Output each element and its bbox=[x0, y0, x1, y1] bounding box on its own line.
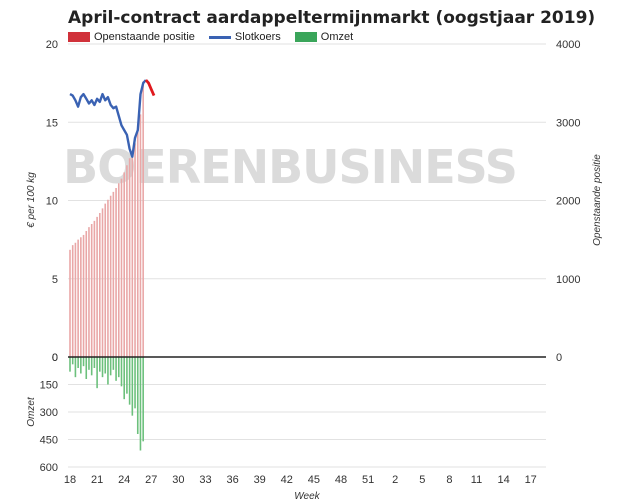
y-lower-tick-label: 450 bbox=[40, 435, 58, 447]
y-right-tick-label: 2000 bbox=[556, 196, 580, 208]
x-axis-title: Week bbox=[294, 491, 320, 501]
y-left-tick-label: 10 bbox=[46, 196, 58, 208]
watermark: BOERENBUSINESS bbox=[63, 140, 517, 194]
x-tick-label: 39 bbox=[254, 474, 266, 486]
y-right-tick-label: 4000 bbox=[556, 39, 580, 51]
x-tick-label: 21 bbox=[91, 474, 103, 486]
grid bbox=[68, 43, 546, 468]
x-tick-label: 14 bbox=[497, 474, 509, 486]
y-left-tick-label: 20 bbox=[46, 39, 58, 51]
y-lower-axis-title: Omzet bbox=[26, 396, 37, 427]
chart-title: April-contract aardappeltermijnmarkt (oo… bbox=[68, 8, 596, 28]
y-left-axis-title: € per 100 kg bbox=[26, 172, 37, 228]
y-right-tick-label: 3000 bbox=[556, 117, 580, 129]
legend-label-open-interest: Openstaande positie bbox=[94, 31, 195, 43]
x-tick-label: 42 bbox=[281, 474, 293, 486]
x-tick-label: 36 bbox=[226, 474, 238, 486]
x-tick-label: 18 bbox=[64, 474, 76, 486]
y-lower-tick-label: 0 bbox=[52, 352, 58, 364]
y-lower-tick-label: 300 bbox=[40, 407, 58, 419]
x-tick-label: 48 bbox=[335, 474, 347, 486]
open-interest-series bbox=[69, 81, 144, 357]
legend-swatch-open-interest bbox=[68, 32, 90, 42]
axis-ticks: 2015105040003000200010000015030045060018… bbox=[40, 39, 581, 486]
legend-swatch-close bbox=[208, 35, 231, 39]
legend-item-volume[interactable]: Omzet bbox=[294, 31, 354, 43]
y-left-tick-label: 0 bbox=[52, 352, 58, 364]
close-price-line[interactable] bbox=[69, 79, 147, 158]
y-right-tick-label: 1000 bbox=[556, 274, 580, 286]
x-tick-label: 5 bbox=[419, 474, 425, 486]
x-tick-label: 33 bbox=[199, 474, 211, 486]
volume-series bbox=[69, 357, 144, 451]
legend-label-volume: Omzet bbox=[320, 31, 354, 43]
y-lower-tick-label: 150 bbox=[40, 380, 58, 392]
x-tick-label: 8 bbox=[446, 474, 452, 486]
close-price-recent-line[interactable] bbox=[144, 79, 156, 97]
legend-item-close[interactable]: Slotkoers bbox=[208, 31, 281, 43]
y-right-tick-label: 0 bbox=[556, 352, 562, 364]
x-tick-label: 51 bbox=[362, 474, 374, 486]
legend: Openstaande positie Slotkoers Omzet bbox=[68, 31, 353, 43]
x-tick-label: 11 bbox=[471, 474, 482, 486]
y-lower-tick-label: 600 bbox=[40, 462, 58, 474]
legend-item-open-interest[interactable]: Openstaande positie bbox=[68, 31, 195, 43]
x-tick-label: 2 bbox=[392, 474, 398, 486]
legend-swatch-volume bbox=[294, 32, 317, 42]
y-right-axis-title: Openstaande positie bbox=[592, 154, 603, 246]
legend-label-close: Slotkoers bbox=[234, 31, 281, 43]
x-tick-label: 45 bbox=[308, 474, 320, 486]
x-tick-label: 17 bbox=[525, 474, 537, 486]
x-tick-label: 30 bbox=[172, 474, 184, 486]
x-tick-label: 24 bbox=[118, 474, 130, 486]
y-left-tick-label: 15 bbox=[46, 117, 58, 129]
y-left-tick-label: 5 bbox=[52, 274, 58, 286]
x-tick-label: 27 bbox=[145, 474, 157, 486]
